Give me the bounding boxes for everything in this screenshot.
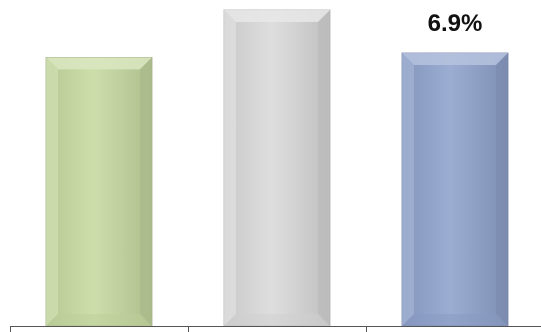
bar-series — [45, 9, 509, 327]
bar-value-label: 6.9% — [428, 10, 483, 37]
data-labels: 6.9% — [428, 10, 483, 37]
x-axis — [10, 326, 541, 332]
bar — [45, 57, 153, 327]
bar — [401, 52, 509, 327]
bar — [223, 9, 331, 327]
